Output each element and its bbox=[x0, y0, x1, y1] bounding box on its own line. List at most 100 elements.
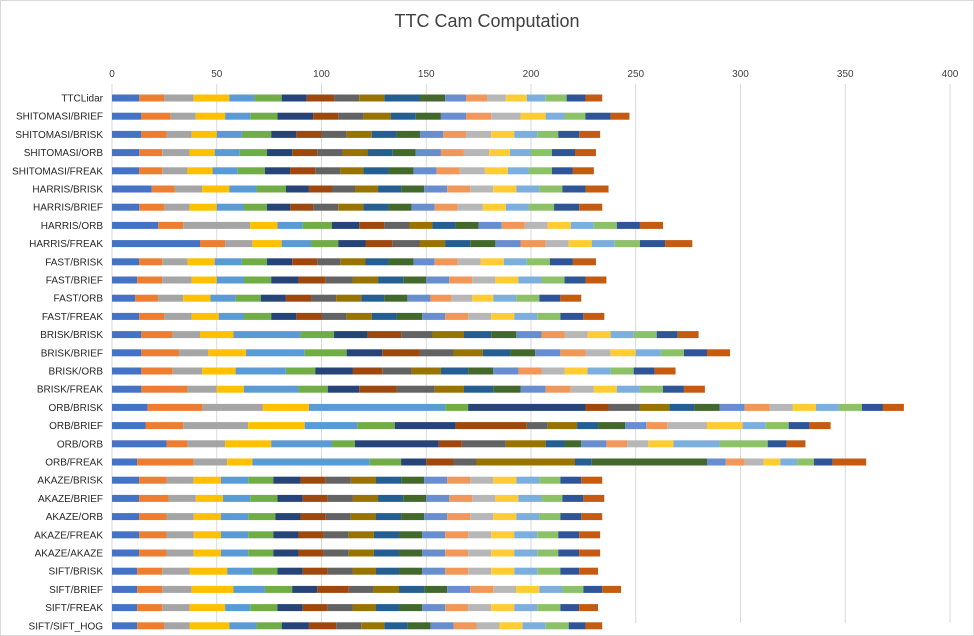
bar-segment bbox=[315, 367, 353, 375]
bar-segment bbox=[411, 367, 441, 375]
bar-segment bbox=[560, 312, 584, 320]
bar-segment bbox=[112, 167, 140, 175]
bar-segment bbox=[401, 458, 427, 466]
bar-segment bbox=[516, 294, 540, 302]
bar-segment bbox=[273, 549, 299, 557]
bar-segment bbox=[487, 94, 506, 102]
bar-segment bbox=[254, 94, 282, 102]
bar-segment bbox=[616, 385, 640, 393]
bar-segment bbox=[524, 221, 548, 229]
bar-segment bbox=[139, 167, 163, 175]
bar-segment bbox=[390, 112, 416, 120]
category-label: TTCLidar bbox=[61, 94, 103, 105]
bar-segment bbox=[313, 112, 339, 120]
bar-segment bbox=[112, 94, 140, 102]
bar-segment bbox=[585, 276, 607, 284]
bar-segment bbox=[482, 203, 506, 211]
bar-segment bbox=[882, 403, 904, 411]
bar-segment bbox=[598, 422, 626, 430]
category-label: ORB/ORB bbox=[57, 439, 103, 450]
bar-segment bbox=[447, 585, 471, 593]
bar-segment bbox=[340, 258, 366, 266]
bar-segment bbox=[564, 276, 586, 284]
bar-segment bbox=[719, 403, 745, 411]
bar-segment bbox=[419, 240, 446, 248]
bar-segment bbox=[112, 258, 140, 266]
bar-segment bbox=[164, 312, 192, 320]
bar-segment bbox=[365, 240, 393, 248]
bar-segment bbox=[531, 149, 552, 157]
bar-segment bbox=[250, 604, 278, 612]
bar-segment bbox=[493, 585, 517, 593]
bar-segment bbox=[514, 312, 538, 320]
bar-segment bbox=[112, 604, 138, 612]
bar-segment bbox=[706, 458, 726, 466]
bar-segment bbox=[537, 549, 559, 557]
bar-segment bbox=[520, 240, 546, 248]
bar-segment bbox=[560, 513, 582, 521]
bar-segment bbox=[112, 276, 138, 284]
bar-segment bbox=[468, 367, 494, 375]
category-label: BRISK/FREAK bbox=[37, 385, 103, 396]
bar-segment bbox=[554, 203, 580, 211]
bar-segment bbox=[112, 549, 140, 557]
bar-segment bbox=[348, 531, 374, 539]
chart-title: TTC Cam Computation bbox=[394, 11, 580, 31]
bar-segment bbox=[359, 385, 397, 393]
bar-segment bbox=[361, 622, 385, 630]
bar-segment bbox=[815, 403, 839, 411]
bar-segment bbox=[667, 422, 707, 430]
bar-segment bbox=[112, 531, 140, 539]
bar-segment bbox=[317, 258, 341, 266]
bar-segment bbox=[560, 567, 580, 575]
bar-segment bbox=[243, 385, 299, 393]
bar-segment bbox=[466, 112, 492, 120]
bar-segment bbox=[367, 331, 402, 339]
bar-segment bbox=[308, 622, 337, 630]
bar-segment bbox=[227, 458, 253, 466]
bar-segment bbox=[162, 567, 190, 575]
bar-segment bbox=[558, 549, 580, 557]
bar-segment bbox=[518, 276, 542, 284]
x-tick-label: 350 bbox=[837, 69, 854, 80]
bar-segment bbox=[248, 549, 274, 557]
bar-segment bbox=[273, 476, 301, 484]
bar-segment bbox=[505, 440, 546, 448]
bar-segment bbox=[112, 149, 140, 157]
bar-segment bbox=[355, 185, 379, 193]
bar-segment bbox=[457, 203, 483, 211]
bar-segment bbox=[378, 185, 402, 193]
bar-segment bbox=[191, 312, 219, 320]
bar-segment bbox=[407, 622, 431, 630]
bar-segment bbox=[208, 349, 247, 357]
bar-segment bbox=[212, 167, 238, 175]
bar-segment bbox=[445, 567, 469, 575]
bar-segment bbox=[183, 422, 249, 430]
bar-segment bbox=[298, 549, 324, 557]
bar-segment bbox=[424, 585, 448, 593]
bar-segment bbox=[346, 349, 383, 357]
bar-segment bbox=[262, 403, 309, 411]
bar-segment bbox=[786, 440, 806, 448]
bar-segment bbox=[227, 567, 253, 575]
bar-segment bbox=[166, 130, 192, 138]
bar-segment bbox=[453, 622, 477, 630]
bar-segment bbox=[375, 567, 400, 575]
bar-segment bbox=[338, 240, 366, 248]
bar-segment bbox=[311, 294, 337, 302]
bar-segment bbox=[325, 476, 351, 484]
category-label: SHITOMASI/BRISK bbox=[15, 130, 103, 141]
bar-segment bbox=[264, 585, 293, 593]
x-tick-label: 200 bbox=[523, 69, 540, 80]
bar-segment bbox=[112, 221, 159, 229]
bar-segment bbox=[646, 422, 668, 430]
bar-segment bbox=[526, 94, 546, 102]
bar-segment bbox=[432, 331, 464, 339]
bar-segment bbox=[195, 112, 226, 120]
bar-segment bbox=[570, 385, 594, 393]
bar-segment bbox=[447, 476, 471, 484]
bar-segment bbox=[535, 349, 561, 357]
bar-segment bbox=[187, 167, 213, 175]
bar-segment bbox=[141, 349, 180, 357]
bar-segment bbox=[302, 221, 332, 229]
